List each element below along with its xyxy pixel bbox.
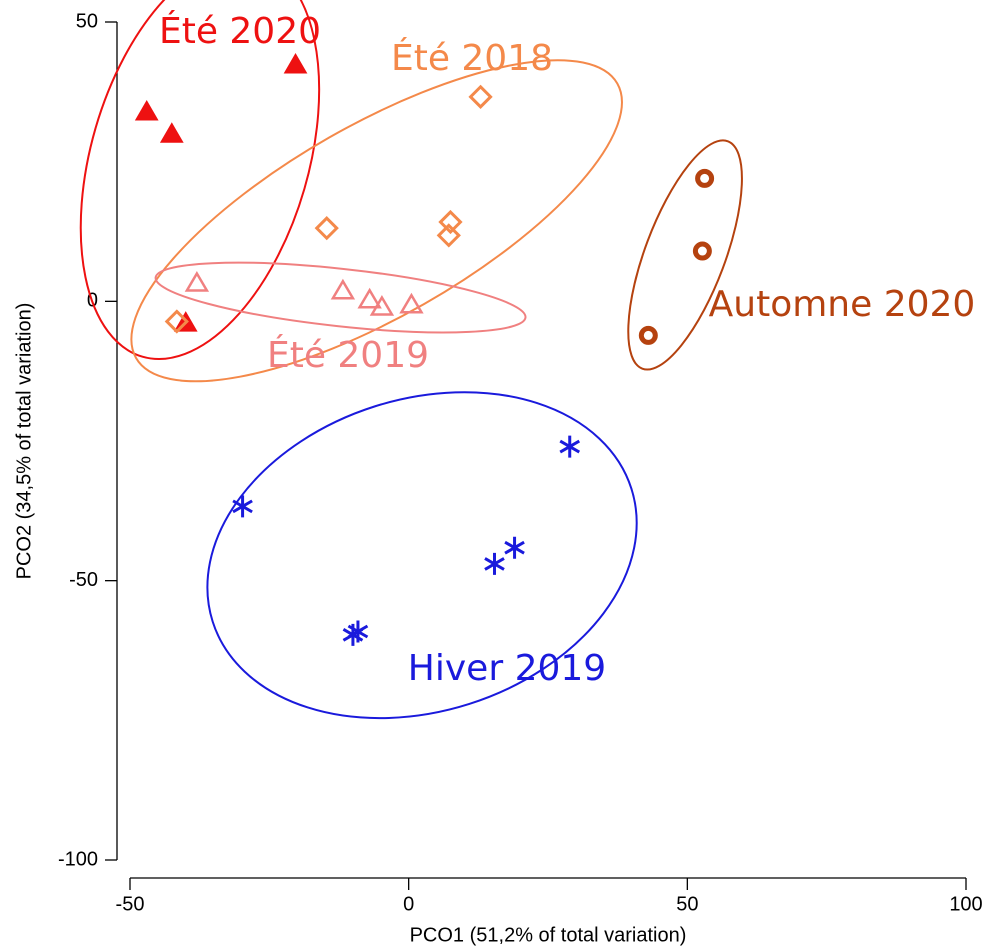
point xyxy=(134,99,159,121)
point xyxy=(559,435,581,458)
point xyxy=(330,278,356,300)
point xyxy=(159,122,184,143)
group-outline xyxy=(206,391,638,720)
point xyxy=(484,552,505,575)
point xyxy=(357,287,382,309)
x-axis-label: PCO1 (51,2% of total variation) xyxy=(410,924,687,946)
point xyxy=(369,295,395,316)
point xyxy=(468,84,493,109)
group-label: Été 2018 xyxy=(391,37,553,79)
point xyxy=(438,209,463,235)
group-label: Été 2020 xyxy=(159,10,321,52)
group-label: Automne 2020 xyxy=(709,284,976,325)
y-tick-label: -100 xyxy=(58,848,98,870)
group-outline xyxy=(130,59,623,383)
point xyxy=(232,495,253,518)
point xyxy=(504,536,525,559)
group-outline xyxy=(154,261,527,334)
x-tick-label: 0 xyxy=(403,893,414,915)
x-tick-label: 100 xyxy=(949,893,982,915)
y-tick-label: -50 xyxy=(69,569,98,591)
point xyxy=(638,325,658,345)
y-tick-label: 50 xyxy=(76,10,98,32)
point xyxy=(314,216,339,241)
point xyxy=(695,168,715,188)
point xyxy=(399,292,424,314)
point xyxy=(436,223,461,248)
y-axis-label: PCO2 (34,5% of total variation) xyxy=(13,303,35,580)
point xyxy=(164,309,189,334)
point xyxy=(283,53,308,74)
group-outline xyxy=(79,0,321,361)
point xyxy=(692,241,712,261)
x-tick-label: 50 xyxy=(676,893,698,915)
x-tick-label: -50 xyxy=(116,893,145,915)
point xyxy=(342,623,364,646)
group-outline xyxy=(627,139,743,371)
group-label: Été 2019 xyxy=(267,334,429,376)
group-label: Hiver 2019 xyxy=(408,648,606,689)
point xyxy=(184,270,210,292)
